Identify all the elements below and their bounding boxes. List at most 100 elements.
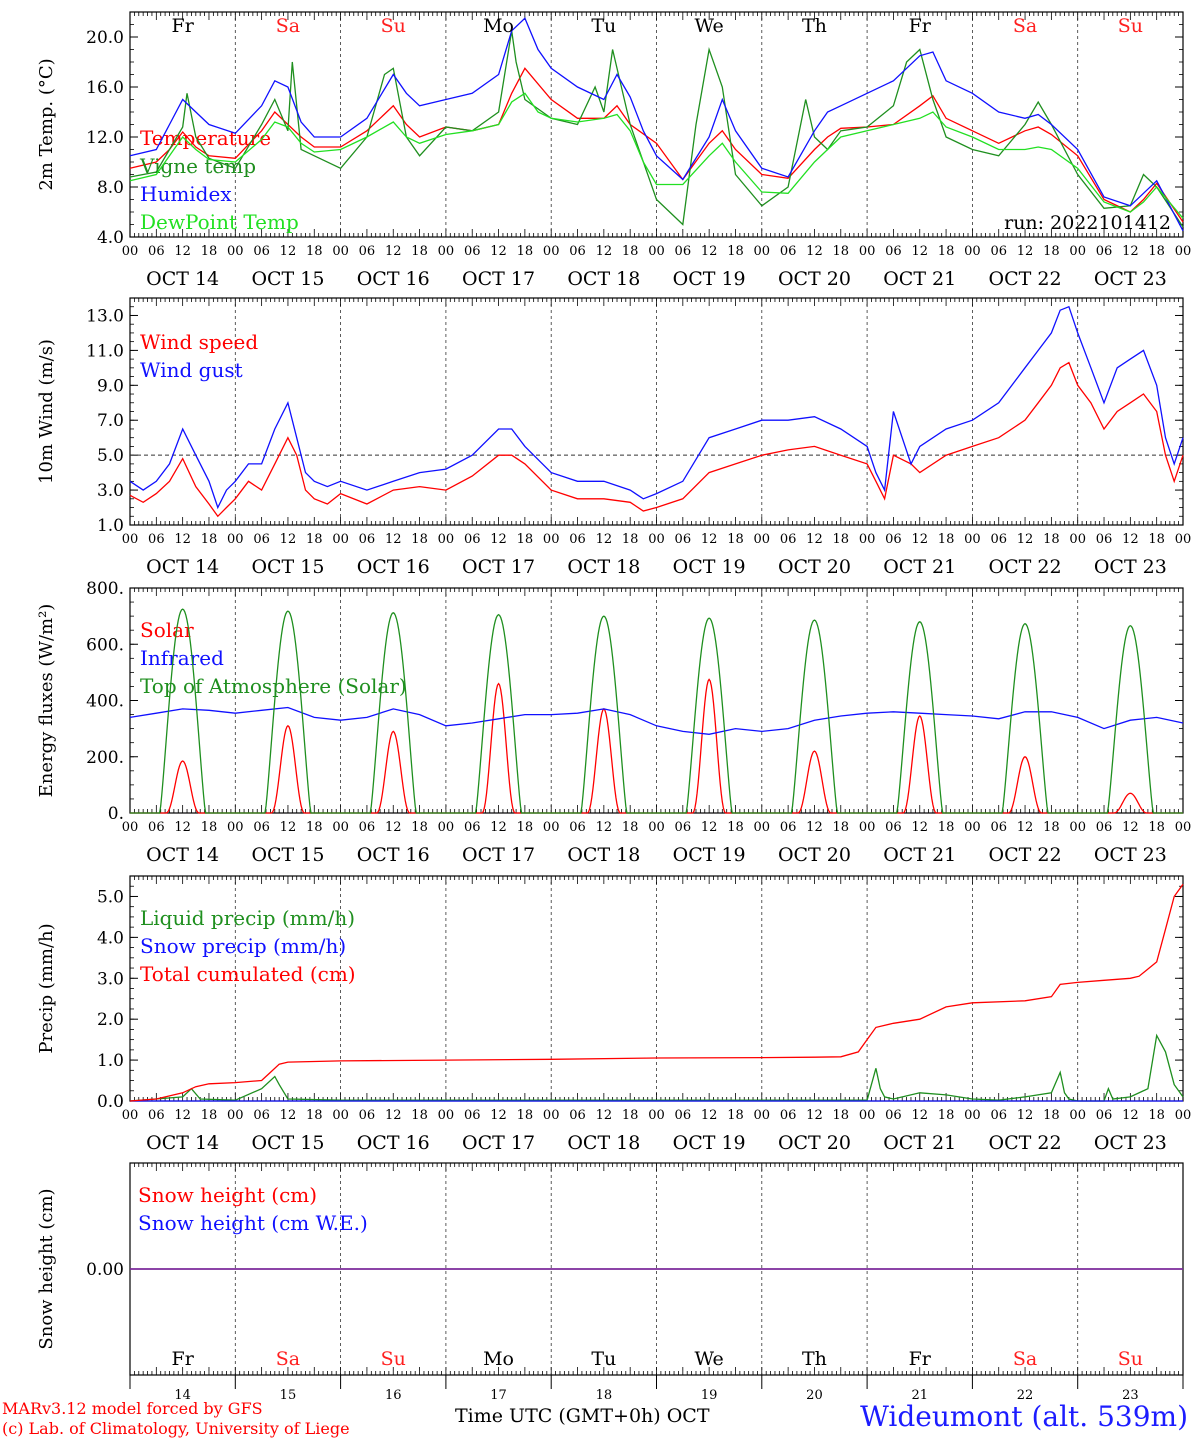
plot-frame xyxy=(129,587,1184,814)
hour-label: 06 xyxy=(569,1108,586,1123)
hour-label: 00 xyxy=(227,820,244,835)
hour-label: 18 xyxy=(306,1108,323,1123)
hour-label: 18 xyxy=(306,820,323,835)
series-top-of-atmosphere-solar- xyxy=(130,608,1183,814)
hour-label: 00 xyxy=(754,1108,771,1123)
hour-label: 12 xyxy=(701,532,718,547)
y-axis-title: Precip (mm/h) xyxy=(36,923,57,1053)
hour-label: 00 xyxy=(543,820,560,835)
weekday-label: Mo xyxy=(483,15,514,37)
hour-label: 00 xyxy=(859,244,876,259)
hour-label: 06 xyxy=(569,244,586,259)
weekday-label: Fr xyxy=(909,15,932,37)
date-label: OCT 14 xyxy=(146,268,219,290)
hour-label: 06 xyxy=(675,244,692,259)
hour-label: 00 xyxy=(859,820,876,835)
weekday-label: Sa xyxy=(276,15,300,37)
panel-precip: 0.0 1.0 2.0 3.0 4.0 5.0 Precip (mm/h) Liquid pr… xyxy=(36,875,1192,1154)
day-number: 17 xyxy=(490,1388,507,1403)
date-label: OCT 21 xyxy=(883,844,956,866)
hour-label: 12 xyxy=(701,244,718,259)
hour-label: 18 xyxy=(833,820,850,835)
weekday-label: Su xyxy=(1118,15,1143,37)
hour-label: 12 xyxy=(806,532,823,547)
hour-label: 12 xyxy=(1017,244,1034,259)
hour-label: 18 xyxy=(306,244,323,259)
credit-model: MARv3.12 model forced by GFS xyxy=(2,1399,263,1418)
hour-label: 00 xyxy=(438,244,455,259)
hour-label: 12 xyxy=(174,532,191,547)
hour-label: 12 xyxy=(1122,244,1139,259)
hour-label: 00 xyxy=(964,244,981,259)
y-tick-label: 13.0 xyxy=(86,306,124,326)
hour-label: 06 xyxy=(148,532,165,547)
y-tick-label: 5.0 xyxy=(97,446,124,466)
hour-label: 12 xyxy=(1122,820,1139,835)
hour-label: 12 xyxy=(385,820,402,835)
hour-label: 00 xyxy=(1175,244,1192,259)
hour-label: 12 xyxy=(174,820,191,835)
date-label: OCT 22 xyxy=(989,268,1062,290)
date-label: OCT 20 xyxy=(778,556,851,578)
weekday-label: Sa xyxy=(276,1348,300,1370)
hour-label: 18 xyxy=(727,820,744,835)
y-tick-label: 0.00 xyxy=(86,1260,124,1280)
hour-label: 12 xyxy=(806,1108,823,1123)
date-label: OCT 18 xyxy=(567,1132,640,1154)
hour-label: 00 xyxy=(754,820,771,835)
date-label: OCT 18 xyxy=(567,844,640,866)
hour-label: 00 xyxy=(1175,1108,1192,1123)
hour-label: 18 xyxy=(938,244,955,259)
hour-label: 18 xyxy=(727,244,744,259)
hour-label: 18 xyxy=(201,820,218,835)
day-number: 23 xyxy=(1122,1388,1139,1403)
hour-label: 12 xyxy=(596,1108,613,1123)
hour-label: 06 xyxy=(990,820,1007,835)
weekday-label: Fr xyxy=(172,15,195,37)
day-number: 21 xyxy=(911,1388,928,1403)
hour-label: 18 xyxy=(1043,532,1060,547)
legend-label: Vigne temp xyxy=(139,154,256,178)
series-dewpoint-temp xyxy=(129,92,1184,219)
y-tick-label: 3.0 xyxy=(97,969,124,989)
hour-label: 00 xyxy=(648,1108,665,1123)
date-label: OCT 17 xyxy=(462,268,535,290)
hour-label: 18 xyxy=(833,244,850,259)
series-total-cumulated-cm- xyxy=(129,883,1184,1102)
hour-label: 06 xyxy=(464,820,481,835)
hour-label: 00 xyxy=(438,1108,455,1123)
weekday-label: Mo xyxy=(483,1348,514,1370)
date-label: OCT 23 xyxy=(1094,556,1167,578)
y-axis-title: 10m Wind (m/s) xyxy=(36,339,57,484)
y-tick-label: 9.0 xyxy=(97,376,124,396)
hour-label: 06 xyxy=(885,532,902,547)
date-label: OCT 16 xyxy=(357,556,430,578)
y-tick-label: 3.0 xyxy=(97,481,124,501)
hour-label: 06 xyxy=(1096,244,1113,259)
hour-label: 06 xyxy=(990,532,1007,547)
hour-label: 00 xyxy=(859,1108,876,1123)
series-liquid-precip-mm-h- xyxy=(129,1033,1184,1102)
hour-label: 00 xyxy=(1069,532,1086,547)
hour-label: 12 xyxy=(174,244,191,259)
y-tick-label: 5.0 xyxy=(97,887,124,907)
weekday-label: Su xyxy=(1118,1348,1143,1370)
hour-label: 12 xyxy=(1122,532,1139,547)
hour-label: 00 xyxy=(332,244,349,259)
y-tick-label: 200. xyxy=(86,748,124,768)
hour-label: 12 xyxy=(596,820,613,835)
panel-wind: 1.0 3.0 5.0 7.0 9.0 11.0 13.0 10m Wind (m/s) Win… xyxy=(36,297,1191,578)
hour-label: 12 xyxy=(806,820,823,835)
date-label: OCT 17 xyxy=(462,1132,535,1154)
hour-label: 00 xyxy=(122,244,139,259)
legend-label: Wind gust xyxy=(140,358,243,382)
y-tick-label: 7.0 xyxy=(97,411,124,431)
hour-label: 06 xyxy=(885,820,902,835)
weekday-label: Fr xyxy=(172,1348,195,1370)
y-axis-title: Energy fluxes (W/m²) xyxy=(36,604,57,798)
hour-label: 18 xyxy=(727,1108,744,1123)
date-label: OCT 15 xyxy=(251,268,324,290)
hour-label: 00 xyxy=(332,820,349,835)
hour-label: 06 xyxy=(990,1108,1007,1123)
weekday-label: Th xyxy=(802,1348,827,1370)
